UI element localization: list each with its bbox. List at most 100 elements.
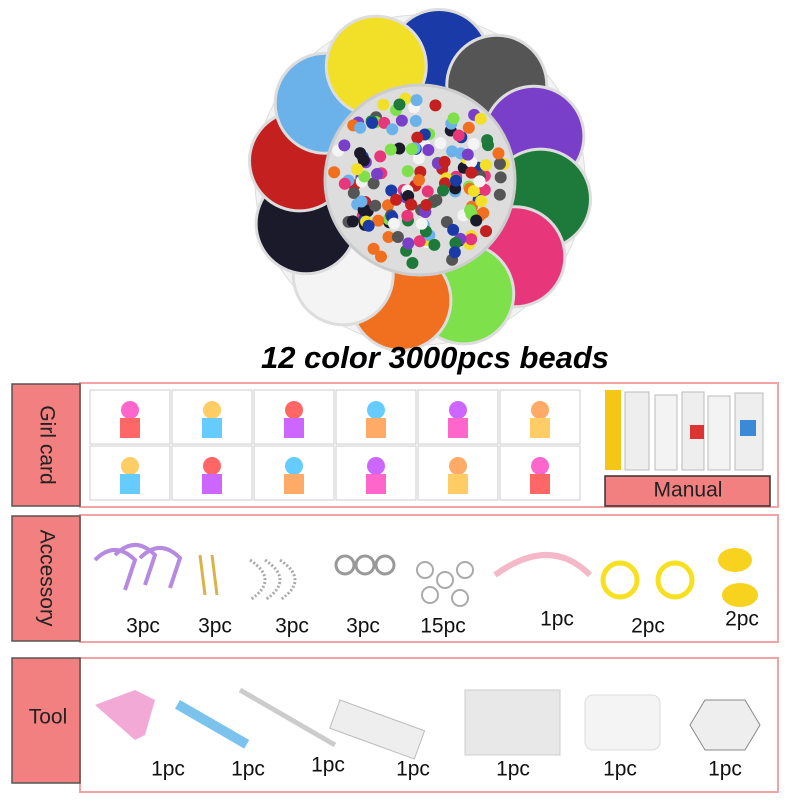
quantity-label: 1pc [151,758,185,781]
bead [393,98,406,111]
bead [437,184,450,197]
quantity-label: 2pc [725,608,759,631]
bead [401,165,414,178]
pattern-figure [285,457,303,475]
bead [448,246,461,259]
bead [461,148,474,161]
section-label-box [11,657,81,784]
bead [338,139,351,152]
bead [338,177,351,190]
bead [367,242,380,255]
quantity-label: 3pc [198,615,232,638]
bead [470,214,483,227]
quantity-label: 15pc [420,615,466,638]
bead [494,171,507,184]
bead [401,209,414,222]
bead [384,143,397,156]
section-label-box [11,515,81,642]
bead [429,99,442,112]
manual-images [605,390,764,471]
bead [405,198,418,211]
bead [378,116,391,129]
pattern-figure [449,401,467,419]
bead [374,250,387,263]
bead [415,217,428,230]
bead [449,237,462,250]
quantity-label: 1pc [496,758,530,781]
bead [405,143,418,156]
bead [385,184,398,197]
bead [479,159,492,172]
quantity-label: 1pc [540,608,574,631]
pattern-figure [448,474,468,494]
bead [492,147,505,160]
bead [422,144,435,157]
bead [358,170,371,183]
pattern-figure [367,401,385,419]
bead [387,217,400,230]
bead [447,223,460,236]
pattern-figure [366,418,386,438]
manual-label-box [604,475,771,507]
bead [465,166,478,179]
quantity-label: 1pc [603,758,637,781]
bead [473,175,486,188]
pattern-figure [530,418,550,438]
bead [474,112,487,125]
bead [465,233,478,246]
bead [430,194,443,207]
bead [390,193,403,206]
bead [420,199,433,212]
pattern-figure [202,418,222,438]
pattern-figure [531,401,549,419]
tool-images [95,687,761,760]
section-label-box [11,383,81,507]
bead [382,230,395,243]
bead-tray [248,8,592,352]
bead [354,121,367,134]
quantity-label: 1pc [311,754,345,777]
bead [412,174,425,187]
bead [410,94,423,107]
bead [411,131,424,144]
bead [413,235,426,248]
pattern-figure [202,474,222,494]
bead [347,187,360,200]
manual-label: Manual [654,479,723,502]
pattern-figure [121,401,139,419]
quantity-label: 1pc [231,758,265,781]
bead [367,177,380,190]
bead [467,184,480,197]
bead [428,238,441,251]
quantity-label: 2pc [631,615,665,638]
bead [354,147,367,160]
section-label: Tool [29,706,68,729]
bead [434,137,447,150]
quantity-label: 3pc [126,615,160,638]
bead [386,123,399,136]
bead [346,215,359,228]
bead [462,121,475,134]
bead [406,256,419,269]
quantity-label: 1pc [396,758,430,781]
bead [449,174,462,187]
pattern-figure [531,457,549,475]
bead [438,155,451,168]
pattern-figure [285,401,303,419]
bead [421,185,434,198]
bead [371,168,384,181]
bead [402,237,415,250]
pattern-figure [530,474,550,494]
bead [452,129,465,142]
bead [369,199,382,212]
pattern-figure [120,474,140,494]
pattern-figure [203,457,221,475]
pattern-figure [366,474,386,494]
section-label: Accessory [35,530,58,627]
pattern-figure [448,418,468,438]
pattern-figure [284,418,304,438]
pattern-cards [89,389,581,501]
bead [391,231,404,244]
pattern-figure [284,474,304,494]
